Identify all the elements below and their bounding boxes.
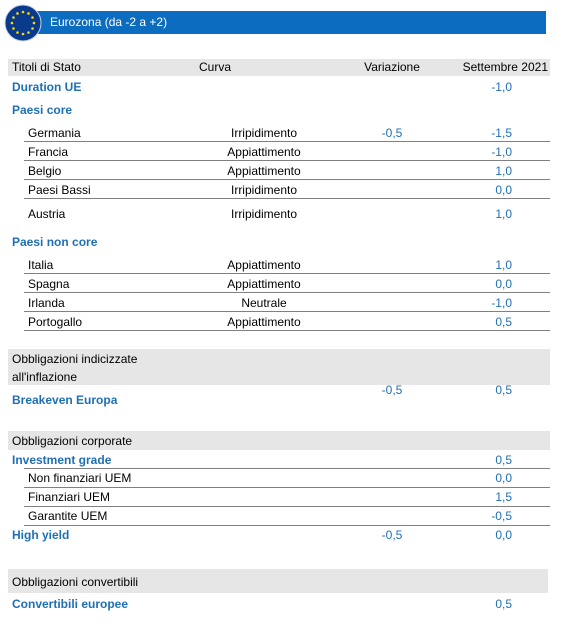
convertible-value: 0,5 <box>495 597 512 611</box>
score-value: 0,0 <box>495 277 512 291</box>
breakeven-variazione: -0,5 <box>381 383 403 397</box>
score-value: -1,5 <box>491 126 512 140</box>
star-icon <box>10 21 14 25</box>
list-item: Germania <box>28 126 81 140</box>
curva-value: Appiattimento <box>227 315 301 329</box>
star-icon <box>21 10 25 14</box>
score-value: -1,0 <box>491 145 512 159</box>
core-section-label: Paesi core <box>12 103 73 117</box>
inflation-heading-line2: all'inflazione <box>12 370 77 384</box>
score-value: -0,5 <box>491 509 512 523</box>
investment-grade-value: 0,5 <box>495 453 512 467</box>
curva-value: Irripidimento <box>230 126 298 140</box>
star-icon <box>27 12 30 15</box>
list-item: Italia <box>28 258 54 272</box>
star-icon <box>16 31 19 34</box>
list-item: Garantite UEM <box>28 509 108 523</box>
list-item: Irlanda <box>28 296 65 310</box>
page-title: Eurozona (da -2 a +2) <box>50 15 168 29</box>
high-yield-variazione: -0,5 <box>381 528 403 542</box>
breakeven-label: Breakeven Europa <box>12 393 118 407</box>
score-value: 0,0 <box>495 183 512 197</box>
header-banner <box>12 11 546 34</box>
col-periodo: Settembre 2021 <box>462 60 548 74</box>
list-item: Belgio <box>28 164 62 178</box>
row-divider <box>24 330 550 331</box>
inflation-section-bar <box>8 349 550 385</box>
row-divider <box>24 468 550 469</box>
star-icon <box>31 16 34 19</box>
variazione-value: -0,5 <box>381 126 403 140</box>
curva-value: Appiattimento <box>227 145 301 159</box>
noncore-section-label: Paesi non core <box>12 235 98 249</box>
star-icon <box>21 32 25 36</box>
row-divider <box>24 506 550 507</box>
curva-value: Irripidimento <box>230 207 298 221</box>
curva-value: Appiattimento <box>227 164 301 178</box>
investment-grade-label: Investment grade <box>12 453 112 467</box>
star-icon <box>12 27 15 30</box>
row-divider <box>24 487 550 488</box>
inflation-heading-line1: Obbligazioni indicizzate <box>12 352 138 366</box>
score-value: -1,0 <box>491 296 512 310</box>
col-variazione: Variazione <box>364 60 420 74</box>
star-icon <box>31 27 34 30</box>
star-icon <box>32 21 36 25</box>
star-icon <box>12 16 15 19</box>
corporate-heading: Obbligazioni corporate <box>12 434 133 448</box>
col-titoli: Titoli di Stato <box>12 60 81 74</box>
list-item: Portogallo <box>28 315 83 329</box>
score-value: 0,5 <box>495 315 512 329</box>
breakeven-value: 0,5 <box>495 383 512 397</box>
star-icon <box>27 31 30 34</box>
curva-value: Appiattimento <box>227 277 301 291</box>
list-item: Francia <box>28 145 69 159</box>
score-value: 1,0 <box>495 207 512 221</box>
score-value: 0,0 <box>495 471 512 485</box>
row-divider <box>24 292 550 293</box>
star-icon <box>16 12 19 15</box>
high-yield-label: High yield <box>12 528 70 542</box>
duration-label: Duration UE <box>12 80 82 94</box>
high-yield-value: 0,0 <box>495 528 512 542</box>
row-divider <box>24 273 550 274</box>
score-value: 1,5 <box>495 490 512 504</box>
row-divider <box>24 198 550 199</box>
convertible-heading: Obbligazioni convertibili <box>12 575 139 589</box>
duration-value: -1,0 <box>491 80 512 94</box>
column-header-bar <box>8 59 550 76</box>
row-divider <box>24 525 550 526</box>
score-value: 1,0 <box>495 164 512 178</box>
list-item: Paesi Bassi <box>28 183 91 197</box>
row-divider <box>24 141 550 142</box>
row-divider <box>24 179 550 180</box>
list-item: Austria <box>28 207 66 221</box>
eu-flag-icon <box>4 4 42 42</box>
convertible-label: Convertibili europee <box>12 597 129 611</box>
corporate-section-bar <box>8 431 550 450</box>
list-item: Non finanziari UEM <box>28 471 132 485</box>
list-item: Finanziari UEM <box>28 490 111 504</box>
score-value: 1,0 <box>495 258 512 272</box>
col-curva: Curva <box>198 60 232 74</box>
convertible-section-bar <box>8 569 548 593</box>
curva-value: Neutrale <box>241 296 287 310</box>
row-divider <box>24 311 550 312</box>
row-divider <box>24 160 550 161</box>
curva-value: Appiattimento <box>227 258 301 272</box>
list-item: Spagna <box>28 277 70 291</box>
curva-value: Irripidimento <box>230 183 298 197</box>
